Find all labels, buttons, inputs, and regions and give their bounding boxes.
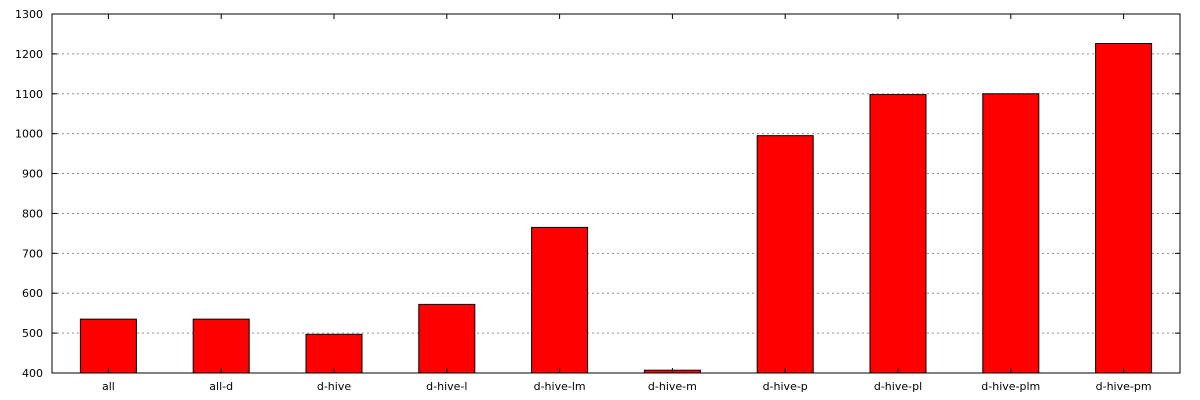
bar-d-hive-p: [756, 135, 814, 374]
x-tick-label: d-hive-m: [648, 380, 697, 393]
y-tick-label: 1100: [15, 88, 43, 101]
x-tick-label: d-hive-pm: [1096, 380, 1152, 393]
y-tick-label: 1200: [15, 48, 43, 61]
plot-frame: [51, 13, 1181, 374]
x-tick-label: d-hive-plm: [981, 380, 1040, 393]
bars: [79, 43, 1153, 374]
bar-d-hive-l: [418, 303, 476, 374]
bar-all-d: [192, 318, 250, 374]
y-tick-label: 600: [22, 287, 43, 300]
x-tick-label: all-d: [209, 380, 233, 393]
x-tick-label: d-hive-pl: [874, 380, 922, 393]
bar-d-hive-pm: [1095, 43, 1153, 374]
y-tick-label: 500: [22, 327, 43, 340]
y-tick-label: 800: [22, 207, 43, 220]
bar-d-hive-lm: [531, 226, 589, 374]
x-tick-label: d-hive-p: [763, 380, 808, 393]
y-tick-label: 1000: [15, 128, 43, 141]
bar-all: [79, 318, 137, 374]
y-tick-label: 700: [22, 247, 43, 260]
bar-d-hive: [305, 333, 363, 374]
y-tick-label: 400: [22, 367, 43, 380]
x-tick-label: d-hive: [317, 380, 351, 393]
bar-d-hive-plm: [982, 93, 1040, 374]
y-axis-ticks: 400 500 600 700 800 900 1000 1100 1200 1300: [15, 8, 1180, 380]
x-tick-label: d-hive-lm: [534, 380, 586, 393]
y-tick-label: 1300: [15, 8, 43, 21]
axes: [51, 13, 1181, 374]
x-tick-label: all: [102, 380, 115, 393]
x-tick-label: d-hive-l: [426, 380, 467, 393]
y-tick-label: 900: [22, 168, 43, 181]
bar-d-hive-pl: [869, 94, 927, 374]
x-axis-ticks: all all-d d-hive d-hive-l d-hive-lm d-hive-m d…: [102, 14, 1152, 393]
